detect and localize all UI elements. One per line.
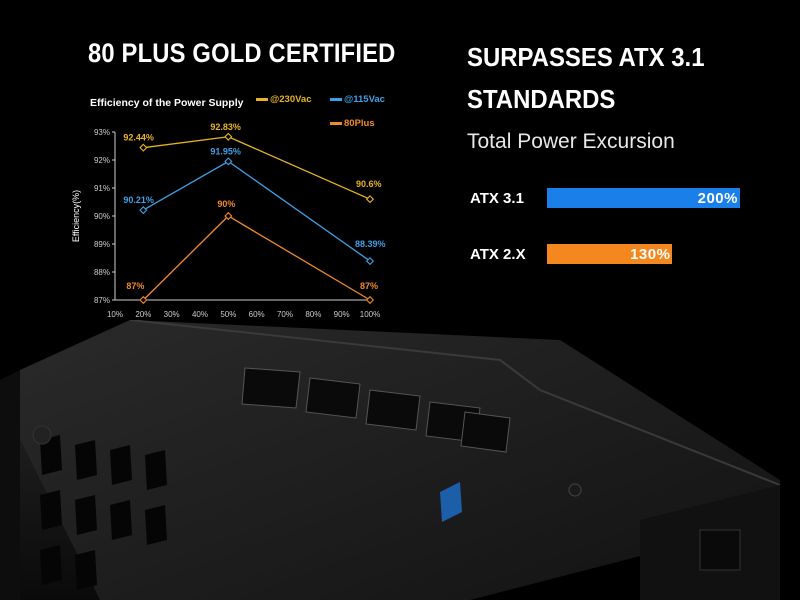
y-tick-label: 87% bbox=[94, 296, 110, 305]
y-tick-label: 93% bbox=[94, 128, 110, 137]
data-label: 88.39% bbox=[355, 239, 386, 249]
data-point bbox=[365, 195, 375, 204]
y-tick-label: 89% bbox=[94, 240, 110, 249]
psu-logo-plate bbox=[241, 367, 511, 453]
x-tick-label: 90% bbox=[334, 310, 350, 319]
efficiency-chart: Efficiency of the Power Supply 87% 88% 89% 9… bbox=[71, 94, 386, 341]
data-label: 90.21% bbox=[123, 195, 154, 205]
standards-title: SURPASSES ATX 3.1 STANDARDS bbox=[467, 42, 705, 114]
data-point bbox=[365, 295, 375, 305]
y-axis-label: Efficiency(%) bbox=[71, 190, 81, 242]
legend-swatch bbox=[330, 122, 342, 125]
atx2x-value: 130% bbox=[630, 245, 671, 263]
x-tick-label: 100% bbox=[360, 310, 380, 319]
data-label: 92.83% bbox=[210, 122, 241, 132]
y-tick-label: 88% bbox=[94, 268, 110, 277]
series-line bbox=[143, 160, 371, 262]
data-label: 91.95% bbox=[210, 146, 241, 156]
data-label: 90% bbox=[217, 199, 235, 209]
legend-entry: @115Vac bbox=[344, 94, 385, 105]
legend-swatch bbox=[256, 98, 268, 101]
data-point bbox=[139, 143, 148, 152]
atx2x-label: ATX 2.X bbox=[470, 246, 526, 263]
atx2x-bar: 130% bbox=[547, 244, 673, 264]
certification-title: 80 PLUS GOLD CERTIFIED bbox=[88, 38, 396, 68]
y-tick-label: 90% bbox=[94, 212, 110, 221]
brand-accent-mark bbox=[440, 482, 462, 522]
atx31-label: ATX 3.1 bbox=[470, 190, 524, 207]
data-point bbox=[139, 206, 148, 215]
data-label: 87% bbox=[360, 281, 378, 291]
data-point bbox=[224, 211, 233, 221]
data-point bbox=[224, 157, 233, 166]
y-tick-label: 92% bbox=[94, 156, 110, 165]
atx31-bar: 200% bbox=[547, 188, 740, 208]
legend-entry: 80Plus bbox=[344, 118, 375, 129]
legend-swatch bbox=[330, 98, 342, 101]
psu-product-image bbox=[0, 320, 781, 600]
x-tick-label: 50% bbox=[220, 310, 236, 319]
x-tick-label: 20% bbox=[135, 310, 151, 319]
x-tick-label: 80% bbox=[305, 310, 321, 319]
data-point bbox=[224, 132, 233, 141]
x-tick-label: 40% bbox=[192, 310, 208, 319]
data-label: 90.6% bbox=[356, 179, 382, 189]
x-tick-label: 60% bbox=[249, 310, 265, 319]
data-label: 87% bbox=[126, 281, 144, 291]
data-label: 92.44% bbox=[123, 133, 154, 143]
vent-grille bbox=[40, 435, 167, 590]
psu-top-face bbox=[20, 320, 780, 600]
y-tick-label: 91% bbox=[94, 184, 110, 193]
data-point bbox=[365, 257, 375, 266]
x-tick-label: 10% bbox=[107, 310, 123, 319]
data-point bbox=[139, 295, 148, 305]
chart-title: Efficiency of the Power Supply bbox=[90, 97, 244, 109]
series-line bbox=[142, 215, 371, 301]
atx31-value: 200% bbox=[697, 189, 738, 207]
x-tick-label: 30% bbox=[164, 310, 180, 319]
series-line bbox=[143, 136, 371, 200]
x-tick-label: 70% bbox=[277, 310, 293, 319]
power-excursion-label: Total Power Excursion bbox=[467, 130, 675, 153]
legend-entry: @230Vac bbox=[270, 94, 312, 105]
screw bbox=[32, 425, 52, 445]
